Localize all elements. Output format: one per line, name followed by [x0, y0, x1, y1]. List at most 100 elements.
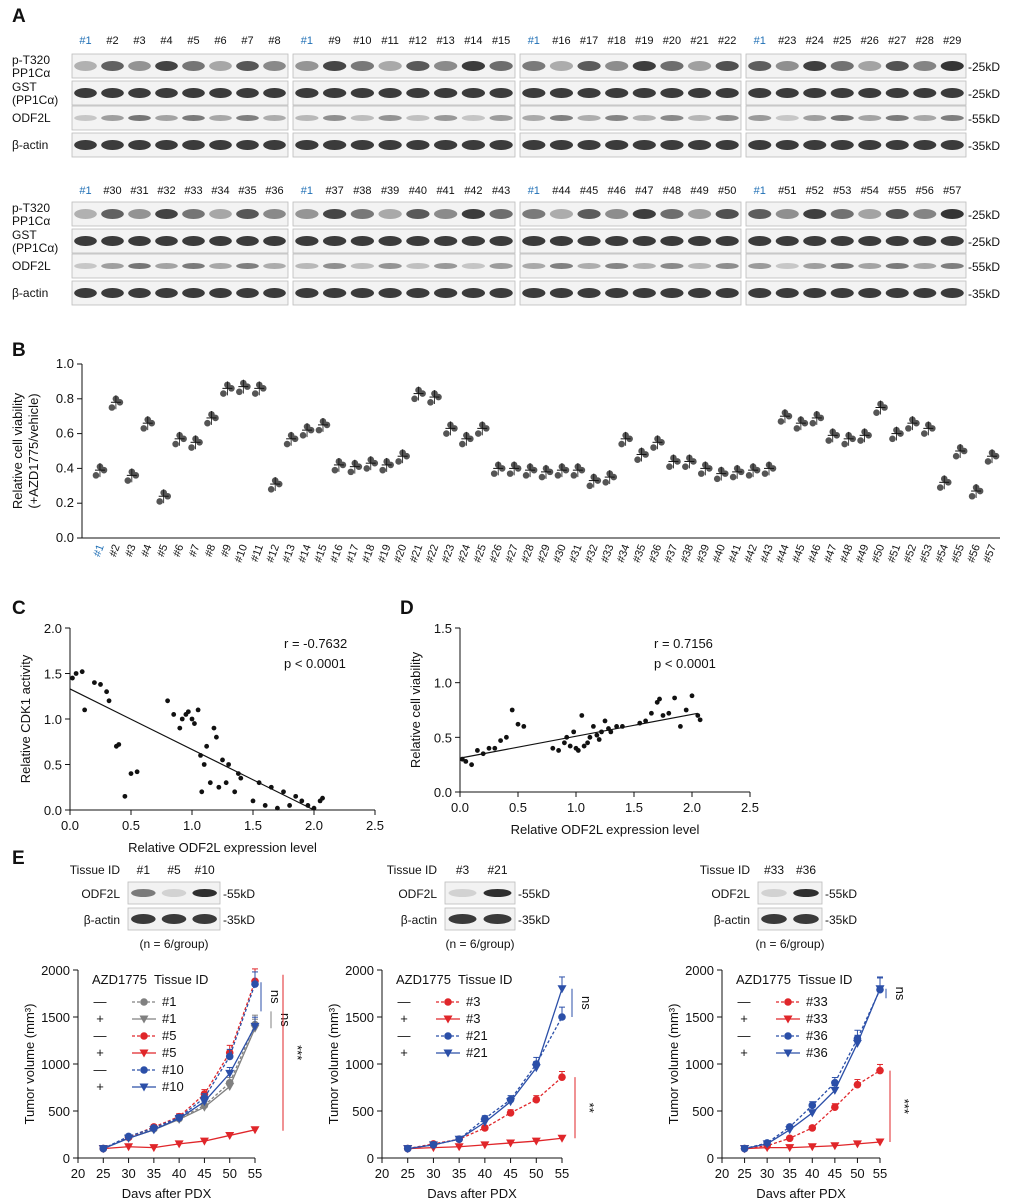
blot-band — [489, 263, 513, 269]
blot-band — [131, 889, 156, 897]
blot-band — [406, 140, 430, 150]
data-point — [666, 710, 672, 716]
blot-band — [830, 236, 854, 246]
y-axis-label: Relative cell viability — [10, 392, 25, 509]
data-point — [124, 477, 132, 484]
data-point — [570, 472, 578, 479]
data-point — [614, 724, 619, 729]
data-point — [587, 734, 593, 740]
data-marker — [808, 1101, 817, 1110]
data-point — [689, 693, 695, 699]
blot-band — [263, 115, 286, 121]
x-tick-label: #50 — [870, 543, 888, 564]
significance-label: ns — [278, 1013, 293, 1027]
blot-band — [295, 236, 319, 246]
x-axis-label: Days after PDX — [427, 1186, 517, 1198]
blot-band — [885, 236, 909, 246]
x-tick-label: #25 — [472, 543, 490, 564]
blot-strip — [745, 105, 967, 131]
blot-lane-label: #1 — [528, 35, 540, 47]
legend-marker — [784, 998, 792, 1006]
blot-band — [761, 914, 787, 924]
blot-band — [715, 88, 739, 98]
data-point — [287, 803, 292, 808]
legend-drug: + — [400, 1045, 408, 1060]
blot-band — [378, 288, 402, 298]
blot-band — [803, 115, 827, 121]
blot-size-marker: -25kD — [968, 208, 1000, 222]
data-point — [315, 426, 323, 434]
panel-label-c: C — [12, 598, 26, 619]
legend-drug: — — [94, 1062, 107, 1077]
data-point — [281, 789, 286, 795]
blot-lane-label: #37 — [325, 185, 343, 197]
blot-strip — [757, 907, 823, 931]
blot-band — [209, 88, 232, 98]
blot-lane-label: #21 — [487, 863, 507, 877]
x-tick-label: 20 — [375, 1166, 389, 1181]
blot-band — [715, 209, 739, 219]
blot-band — [406, 263, 430, 269]
x-tick-label: #22 — [424, 543, 442, 564]
legend-label: #3 — [466, 994, 480, 1009]
blot-band — [913, 88, 937, 98]
blot-band — [263, 61, 286, 71]
blot-band — [295, 140, 319, 150]
blot-band — [236, 140, 259, 150]
blot-band — [236, 115, 259, 121]
x-tick-label: #52 — [902, 543, 920, 564]
blot-band — [577, 140, 601, 150]
blot-band — [433, 263, 458, 269]
blot-row-label: β-actin — [714, 913, 750, 927]
blot-lane-label: #51 — [778, 185, 796, 197]
data-point — [108, 404, 116, 411]
y-axis-label: Tumor volume (mm³) — [326, 1004, 341, 1125]
blot-band — [406, 88, 430, 98]
data-marker — [785, 1126, 795, 1135]
blot-band — [913, 140, 937, 150]
x-tick-label: 55 — [873, 1166, 887, 1181]
blot-size-marker: -35kD — [968, 139, 1000, 153]
blot-lane-label: #1 — [528, 185, 540, 197]
data-point — [591, 724, 596, 729]
data-point — [825, 437, 833, 444]
blot-band — [940, 263, 964, 269]
blot-lane-label: #33 — [184, 185, 202, 197]
blot-band — [632, 263, 656, 269]
data-point — [506, 470, 514, 477]
x-tick-label: #33 — [599, 543, 617, 564]
x-tick-label: 1.5 — [625, 800, 643, 815]
data-point — [729, 473, 737, 481]
y-tick-label: 0 — [367, 1151, 374, 1166]
data-point — [492, 745, 498, 751]
blot-band — [803, 263, 827, 269]
x-tick-label: #29 — [535, 543, 553, 564]
data-marker — [506, 1109, 515, 1117]
blot-band — [577, 115, 601, 121]
panel-label-d: D — [400, 598, 414, 619]
blot-band — [236, 263, 259, 269]
tissue-id-label: Tissue ID — [700, 863, 751, 877]
legend-header: Tissue ID — [798, 972, 852, 987]
data-marker — [830, 1086, 840, 1095]
data-point — [275, 805, 280, 811]
blot-band — [182, 236, 205, 246]
blot-lane-label: #17 — [580, 35, 598, 47]
legend-label: #1 — [162, 994, 176, 1009]
blot-band — [775, 209, 799, 219]
blot-band — [350, 263, 375, 269]
blot-band — [940, 140, 964, 150]
legend-marker — [783, 1049, 793, 1058]
regression-line — [69, 688, 315, 811]
blot-band — [913, 209, 937, 219]
blot-band — [660, 236, 684, 246]
data-point — [657, 696, 662, 702]
data-marker — [480, 1118, 490, 1127]
blot-lane-label: #16 — [552, 35, 570, 47]
x-tick-label: #12 — [264, 543, 282, 564]
data-marker — [853, 1080, 862, 1089]
legend-drug: + — [96, 1045, 104, 1060]
data-point — [179, 716, 185, 722]
legend-label: #1 — [162, 1011, 176, 1026]
blot-band — [101, 88, 124, 98]
